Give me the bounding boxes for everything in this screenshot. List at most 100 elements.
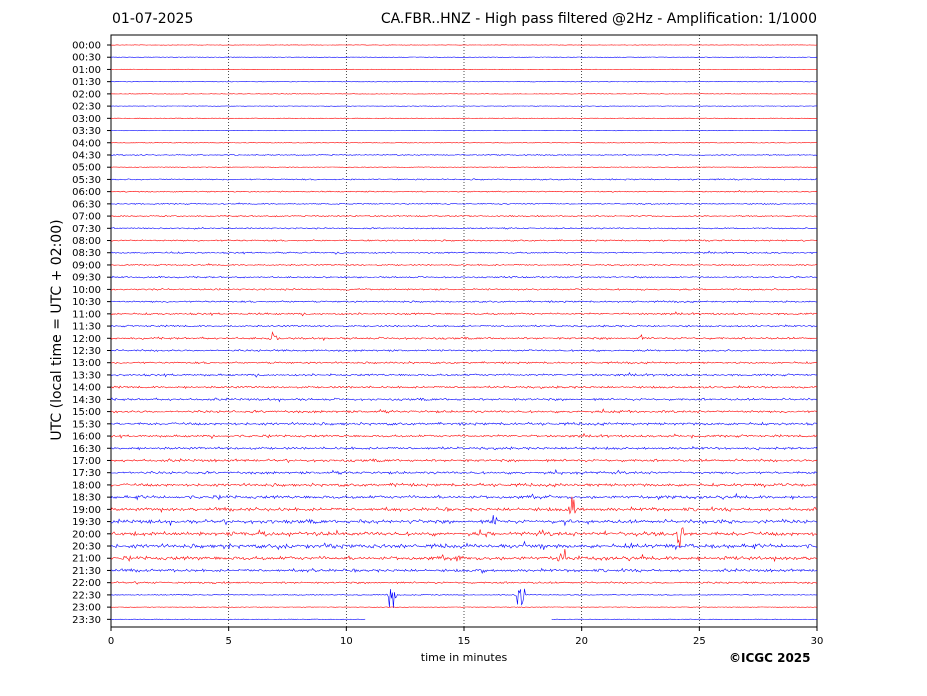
trace-1900 [110, 496, 818, 515]
trace-2130 [111, 567, 818, 574]
trace-1230 [110, 349, 818, 353]
trace-2100 [110, 548, 817, 563]
y-axis-label: UTC (local time = UTC + 02:00) [49, 219, 65, 441]
trace-0430 [110, 154, 818, 156]
trace-0200 [111, 93, 818, 95]
row-label: 11:30 [72, 322, 101, 333]
row-label: 08:00 [72, 236, 101, 247]
row-label: 01:00 [72, 65, 101, 76]
trace-0030 [110, 56, 818, 58]
row-label: 19:00 [72, 505, 101, 516]
trace-1100 [110, 311, 818, 317]
row-label: 23:30 [72, 615, 101, 626]
trace-1030 [110, 300, 818, 304]
row-label: 18:00 [72, 480, 101, 491]
trace-1830 [110, 492, 818, 501]
row-label: 11:00 [72, 309, 101, 320]
trace-1530 [110, 421, 818, 427]
row-label: 02:30 [72, 102, 101, 113]
trace-0730 [110, 226, 817, 230]
trace-1500 [110, 408, 818, 414]
trace-1630 [110, 445, 818, 451]
trace-1930 [110, 515, 818, 527]
x-tick-label: 20 [575, 636, 588, 647]
trace-0900 [110, 263, 818, 267]
row-label: 13:30 [72, 370, 101, 381]
trace-1400 [110, 385, 818, 390]
x-tick-label: 30 [811, 636, 824, 647]
x-tick-label: 25 [693, 636, 706, 647]
trace-0630 [110, 202, 818, 205]
trace-2030 [110, 540, 818, 551]
x-tick-label: 0 [108, 636, 114, 647]
trace-1300 [110, 360, 818, 365]
trace-1200 [110, 331, 818, 342]
row-label: 20:00 [72, 529, 101, 540]
trace-1000 [110, 287, 818, 291]
trace-1800 [110, 482, 818, 489]
trace-0930 [110, 275, 818, 279]
row-label: 09:30 [72, 273, 101, 284]
station-title: CA.FBR..HNZ - High pass filtered @2Hz - … [380, 11, 817, 27]
trace-2230 [110, 588, 818, 609]
row-label: 13:00 [72, 358, 101, 369]
row-label: 21:00 [72, 554, 101, 565]
trace-1330 [110, 371, 818, 378]
row-label: 03:00 [72, 114, 101, 125]
row-label: 00:00 [72, 41, 101, 52]
trace-2200 [110, 581, 818, 585]
trace-0130 [110, 81, 818, 83]
row-label: 10:30 [72, 297, 101, 308]
row-label: 22:00 [72, 578, 101, 589]
trace-0600 [110, 190, 818, 193]
x-tick-label: 15 [458, 636, 471, 647]
row-label: 06:30 [72, 199, 101, 210]
row-label: 07:30 [72, 224, 101, 235]
row-label: 05:30 [72, 175, 101, 186]
row-label: 15:00 [72, 407, 101, 418]
trace-1430 [110, 397, 818, 403]
row-label: 12:30 [72, 346, 101, 357]
trace-0300 [110, 117, 817, 119]
row-label: 04:30 [72, 150, 101, 161]
x-axis-label: time in minutes [420, 651, 508, 664]
row-label: 14:00 [72, 383, 101, 394]
row-label: 05:00 [72, 163, 101, 174]
trace-0400 [110, 142, 818, 144]
row-label: 04:00 [72, 138, 101, 149]
row-label: 17:00 [72, 456, 101, 467]
trace-1600 [110, 432, 818, 440]
row-label: 10:00 [72, 285, 101, 296]
row-label: 23:00 [72, 603, 101, 614]
row-label: 02:00 [72, 89, 101, 100]
row-label: 03:30 [72, 126, 101, 137]
trace-2000 [110, 527, 818, 548]
trace-1730 [110, 468, 818, 476]
date-title: 01-07-2025 [112, 11, 194, 27]
row-label: 06:00 [72, 187, 101, 198]
copyright-text: ©ICGC 2025 [729, 651, 811, 665]
plot-frame [110, 34, 818, 628]
row-label: 15:30 [72, 419, 101, 430]
x-tick-label: 5 [225, 636, 231, 647]
row-label: 00:30 [72, 53, 101, 64]
row-label: 21:30 [72, 566, 101, 577]
trace-0700 [110, 214, 818, 218]
trace-2330 [111, 618, 818, 620]
row-label: 09:00 [72, 260, 101, 271]
trace-1700 [110, 458, 818, 464]
row-label: 17:30 [72, 468, 101, 479]
trace-0800 [110, 239, 818, 242]
trace-1130 [110, 324, 818, 328]
trace-0500 [110, 166, 818, 168]
row-label: 14:30 [72, 395, 101, 406]
row-label: 19:30 [72, 517, 101, 528]
trace-0830 [110, 250, 818, 255]
row-label: 20:30 [72, 542, 101, 553]
row-label: 07:00 [72, 212, 101, 223]
row-label: 16:30 [72, 444, 101, 455]
trace-0100 [110, 68, 818, 71]
trace-0330 [110, 129, 818, 132]
row-label: 22:30 [72, 590, 101, 601]
